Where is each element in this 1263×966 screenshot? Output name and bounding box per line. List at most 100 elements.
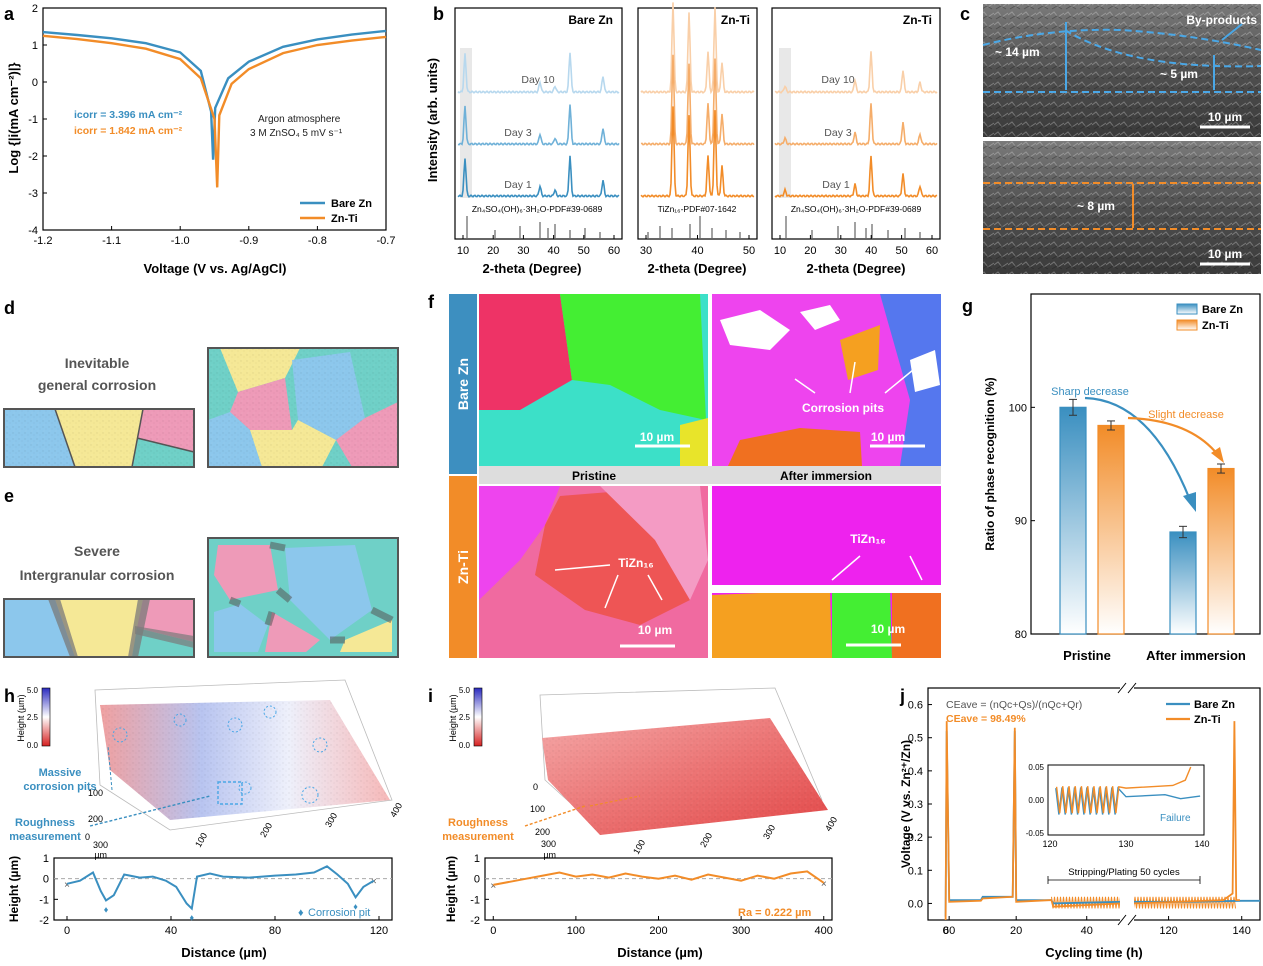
panel-a-xlabel: Voltage (V vs. Ag/AgCl) xyxy=(143,261,286,276)
pit-marker: ♦ xyxy=(353,901,358,911)
panel-d-title-2: general corrosion xyxy=(38,377,156,393)
y-tick-label: 2 xyxy=(32,3,38,15)
panel-b-right-ref: Zn₄SO₄(OH)₆·3H₂O-PDF#39-0689 xyxy=(791,204,922,214)
x-tick-label: 50 xyxy=(743,245,755,257)
ie-grain-yellow xyxy=(55,599,143,657)
y-tick-label: 0.6 xyxy=(908,700,923,712)
panel-b-right-xlabel: 2-theta (Degree) xyxy=(807,261,906,276)
ebsd-grain-green xyxy=(560,294,706,420)
slight-decrease-arrow xyxy=(1127,416,1219,456)
profile-start-marker: × xyxy=(64,880,70,891)
panel-a-ylabel: Log {|i(mA cm⁻²)|} xyxy=(6,62,21,173)
y-tick-label: 0.3 xyxy=(908,799,923,811)
inset-xtick-140: 140 xyxy=(1194,839,1209,849)
rough-label-h-2: measurement xyxy=(9,831,81,843)
h-profile-xlabel: Distance (µm) xyxy=(181,945,267,960)
panel-b-mid-title: Zn-Ti xyxy=(721,13,750,27)
axis-break-mark xyxy=(1117,914,1127,926)
byproducts-arrow xyxy=(1221,23,1243,41)
icorr-bare-label: icorr = 3.396 mA cm⁻² xyxy=(74,109,183,121)
corroded-boundary-3 xyxy=(135,626,194,648)
condition-line-2: 3 M ZnSO₄ 5 mV s⁻¹ xyxy=(250,128,343,139)
xrd-pattern-line xyxy=(640,106,755,198)
side-band-bare-zn xyxy=(449,294,477,474)
ebsd4-tizn-band xyxy=(712,585,941,593)
panel-b-right-ref-sticks xyxy=(785,216,921,238)
panel-label-a: a xyxy=(4,4,15,24)
x-tick-label: 50 xyxy=(578,245,590,257)
side-label-zn-ti: Zn-Ti xyxy=(455,550,471,584)
ra-label: Ra = 0.222 µm xyxy=(738,907,812,919)
massive-pits-label-2: corrosion pits xyxy=(23,781,96,793)
legend-label-g-ti: Zn-Ti xyxy=(1202,320,1229,332)
y-tick-label: 0.1 xyxy=(908,865,923,877)
x-tick-label: -0.7 xyxy=(377,235,396,247)
y-tick-label: 100 xyxy=(1009,402,1027,414)
inset-xtick-130: 130 xyxy=(1118,839,1133,849)
panel-b-mid-xlabel: 2-theta (Degree) xyxy=(648,261,747,276)
axis-break-mark xyxy=(1127,914,1137,926)
inset-ytick-0.05: 0.05 xyxy=(1028,763,1044,772)
panel-b-right-title: Zn-Ti xyxy=(903,13,932,27)
panel-label-h: h xyxy=(4,686,15,706)
pit-circle xyxy=(263,705,277,719)
panel-b-left-ref: Zn₄SO₄(OH)₆·3H₂O-PDF#39-0689 xyxy=(472,204,603,214)
y-tick-label: -2 xyxy=(39,915,49,927)
col-label-immersion: After immersion xyxy=(780,469,872,483)
panel-c: c By-products ~ 14 µm ~ 5 µm 10 µm ~ 8 µ… xyxy=(960,4,1262,274)
x-tick-label: -1.2 xyxy=(34,235,53,247)
x-tick-label: 0 xyxy=(64,925,70,937)
corroded-boundary-1 xyxy=(48,599,78,657)
panel-label-g: g xyxy=(962,296,973,316)
y-tick-label: -2 xyxy=(470,915,480,927)
i-3d-y-tick-200: 200 xyxy=(535,827,550,837)
x-tick-label: 40 xyxy=(547,245,559,257)
panel-b-left-title: Bare Zn xyxy=(568,13,613,27)
corrosion-pits-label: Corrosion pits xyxy=(802,401,884,415)
col-label-pristine: Pristine xyxy=(572,469,616,483)
legend-label-j-ti: Zn-Ti xyxy=(1194,714,1221,726)
xrd-pattern-line xyxy=(774,103,938,146)
xrd-pattern-line xyxy=(774,155,938,198)
h-3d-box xyxy=(94,679,393,831)
failure-label: Failure xyxy=(1160,813,1191,824)
condition-line-1: Argon atmosphere xyxy=(258,114,341,125)
tizn-arrow-4 xyxy=(831,555,861,581)
tizn-label-right: TiZn₁₆ xyxy=(850,532,886,546)
grain-boundaries xyxy=(54,408,195,468)
pit-legend-label: Corrosion pit xyxy=(308,907,370,919)
pit-arrow-2 xyxy=(849,361,856,394)
category-label-pristine: Pristine xyxy=(1063,648,1111,663)
inset-ytick-neg: -0.05 xyxy=(1026,829,1045,838)
y-tick-label: 0 xyxy=(32,77,38,89)
ie-topview-pink-2 xyxy=(265,612,320,652)
ebsd-znti-immersion: TiZn₁₆ 10 µm xyxy=(712,486,941,658)
x-tick-label: 200 xyxy=(649,925,667,937)
y-tick-label: 80 xyxy=(1015,629,1027,641)
day-3-label-left: Day 3 xyxy=(504,127,532,139)
panel-f: f Bare Zn Zn-Ti 10 µm Corrosion pits 10 xyxy=(428,292,941,658)
panel-b-left-xlabel: 2-theta (Degree) xyxy=(483,261,582,276)
ebsd4-grain-green xyxy=(832,590,892,658)
pit-circles xyxy=(112,705,328,805)
byproduct-top-boundary xyxy=(982,28,1262,51)
i-3d-x-tick-400: 400 xyxy=(823,815,839,833)
massive-pits-label-1: Massive xyxy=(39,767,82,779)
x-tick-label: 300 xyxy=(732,925,750,937)
h-profile-line xyxy=(66,865,375,911)
ebsd3-grain-magenta xyxy=(479,486,560,600)
x-tick-label: 60 xyxy=(608,245,620,257)
topview-frame xyxy=(207,347,399,468)
y-tick-label: 1 xyxy=(43,853,49,865)
scale-label-top: 10 µm xyxy=(1208,110,1242,124)
xrd-pattern-line xyxy=(457,104,620,146)
x-tick-label: 140 xyxy=(1233,925,1251,937)
y-tick-label: 90 xyxy=(1015,516,1027,528)
day-1-label-left: Day 1 xyxy=(504,179,532,191)
legend-swatch-g-bare xyxy=(1176,303,1198,315)
x-tick-label: -0.9 xyxy=(239,235,258,247)
y-tick-label: -3 xyxy=(28,188,38,200)
cbar-i-tick-2.5: 2.5 xyxy=(459,713,471,722)
cbar-i-label: Height (µm) xyxy=(448,694,458,741)
sharp-decrease-arrow xyxy=(1084,396,1192,501)
